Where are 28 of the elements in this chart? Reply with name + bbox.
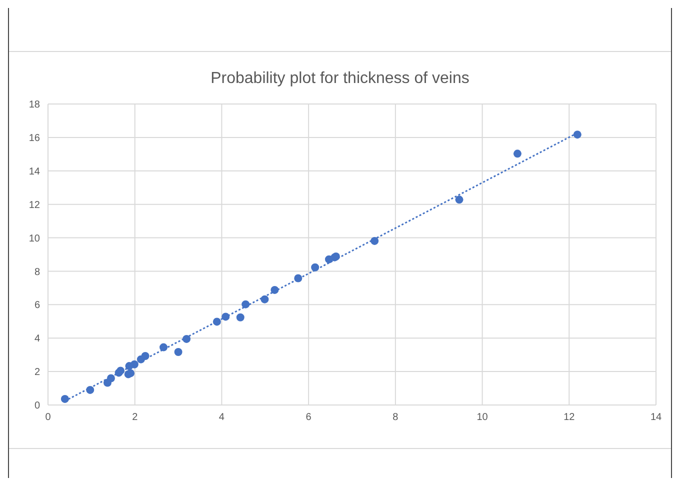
point (513, 150, 522, 158)
y-tick-label: 8 (34, 266, 40, 278)
point (573, 130, 582, 139)
point (126, 369, 135, 378)
y-tick-label: 16 (28, 132, 40, 144)
y-tick-label: 12 (28, 200, 40, 211)
point (160, 343, 168, 352)
y-tick-label: 14 (28, 166, 40, 178)
y-tick-label: 10 (28, 233, 40, 244)
y-tick-label: 0 (34, 400, 40, 412)
point (60, 394, 69, 403)
y-tick-label: 18 (28, 100, 40, 111)
point (236, 313, 244, 322)
x-tick-label: 8 (392, 412, 399, 424)
x-tick-label: 10 (476, 412, 488, 424)
point (242, 300, 250, 308)
point (174, 348, 182, 356)
x-tick-label: 6 (306, 412, 312, 424)
chart-title: Probability plot for thickness of veins (210, 70, 470, 88)
x-tick-label: 14 (650, 412, 662, 424)
x-tick-label: 4 (218, 412, 225, 424)
y-tick-label: 2 (34, 367, 40, 378)
x-tick-label: 2 (132, 412, 138, 424)
y-tick-label: 4 (34, 334, 40, 345)
y-tick-label: 6 (34, 300, 40, 312)
x-tick-label: 12 (564, 412, 576, 424)
x-tick-label: 0 (45, 412, 52, 424)
point (455, 196, 464, 204)
